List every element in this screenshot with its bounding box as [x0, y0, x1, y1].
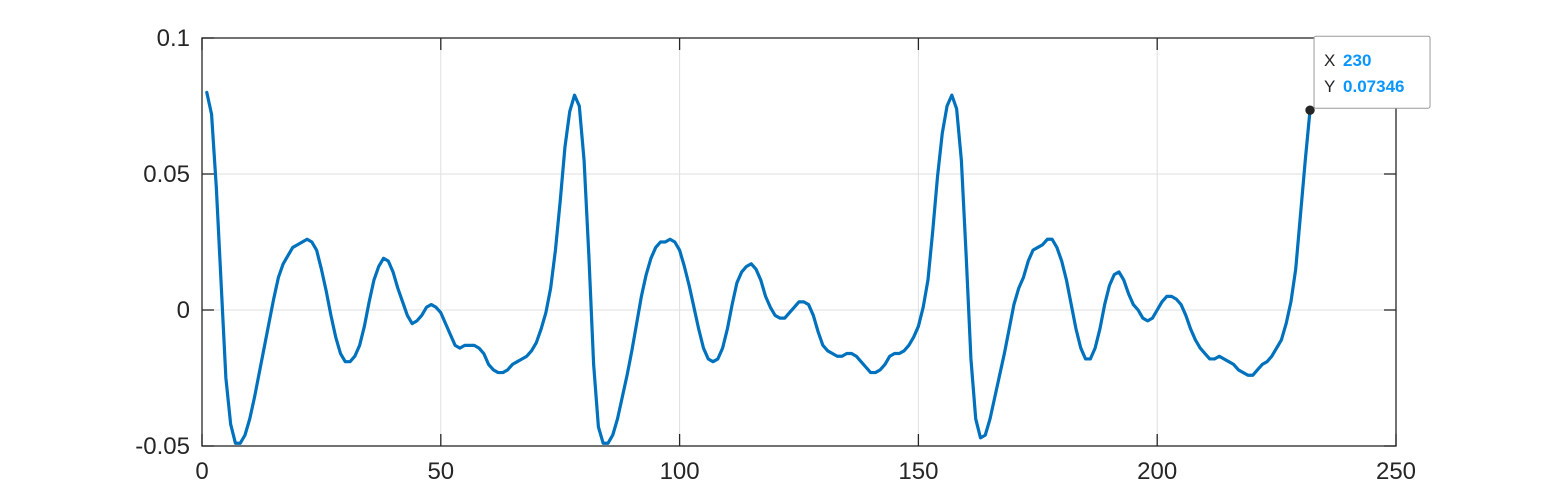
series-line	[205, 90, 1312, 445]
datatip-marker[interactable]	[1305, 105, 1315, 115]
datatip-box	[1313, 35, 1431, 109]
x-tick-label: 250	[1376, 458, 1416, 485]
x-tick-label: 150	[898, 458, 938, 485]
datatip-x-key: X	[1324, 51, 1335, 70]
datatip-x-value: 230	[1343, 51, 1371, 70]
datatip-y-value: 0.07346	[1343, 77, 1404, 96]
x-tick-label: 200	[1137, 458, 1177, 485]
x-tick-label: 50	[427, 458, 454, 485]
datatip-y-key: Y	[1324, 77, 1335, 96]
y-tick-label: -0.05	[135, 433, 190, 460]
y-tick-label: 0.05	[143, 161, 190, 188]
x-tick-label: 100	[660, 458, 700, 485]
series-layer	[205, 90, 1312, 445]
x-tick-label: 0	[195, 458, 208, 485]
tick-marks	[201, 37, 1397, 447]
y-tick-label: 0	[177, 297, 190, 324]
y-tick-label: 0.1	[157, 25, 190, 52]
grid-lines	[202, 38, 1396, 446]
axes-frame	[201, 37, 1397, 447]
axes-box	[201, 37, 1397, 447]
datatip[interactable]: X 230 Y 0.07346	[1305, 35, 1431, 115]
